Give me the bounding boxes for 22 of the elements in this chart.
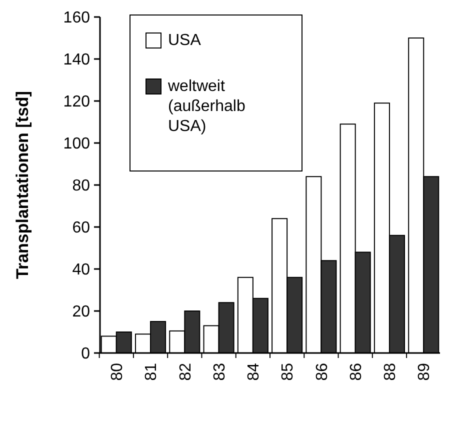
y-tick-label: 60	[72, 220, 90, 237]
y-tick-label: 120	[63, 94, 90, 111]
x-tick-label: 86	[314, 362, 331, 381]
x-tick-label: 89	[416, 362, 434, 381]
y-tick-label: 40	[72, 262, 90, 279]
legend-label: weltweit (außerhalb USA)	[167, 78, 246, 135]
y-axis-title: Transplantationen [tsd]	[13, 91, 32, 279]
x-tick-label: 81	[143, 362, 160, 381]
x-tick-label: 86	[348, 362, 365, 381]
x-tick-label: 82	[177, 362, 194, 381]
legend-label: USA	[168, 32, 202, 49]
x-tick-label: 84	[246, 362, 263, 381]
y-tick-label: 80	[72, 178, 90, 195]
y-tick-label: 100	[63, 136, 90, 153]
x-tick-label: 85	[280, 362, 297, 381]
y-tick-label: 20	[72, 304, 90, 321]
y-tick-label: 160	[63, 10, 90, 27]
x-tick-label: 80	[108, 362, 126, 381]
x-tick-label: 88	[382, 362, 400, 381]
y-tick-label: 140	[63, 52, 90, 69]
x-tick-label: 83	[211, 362, 228, 381]
y-tick-label: 0	[81, 346, 90, 363]
